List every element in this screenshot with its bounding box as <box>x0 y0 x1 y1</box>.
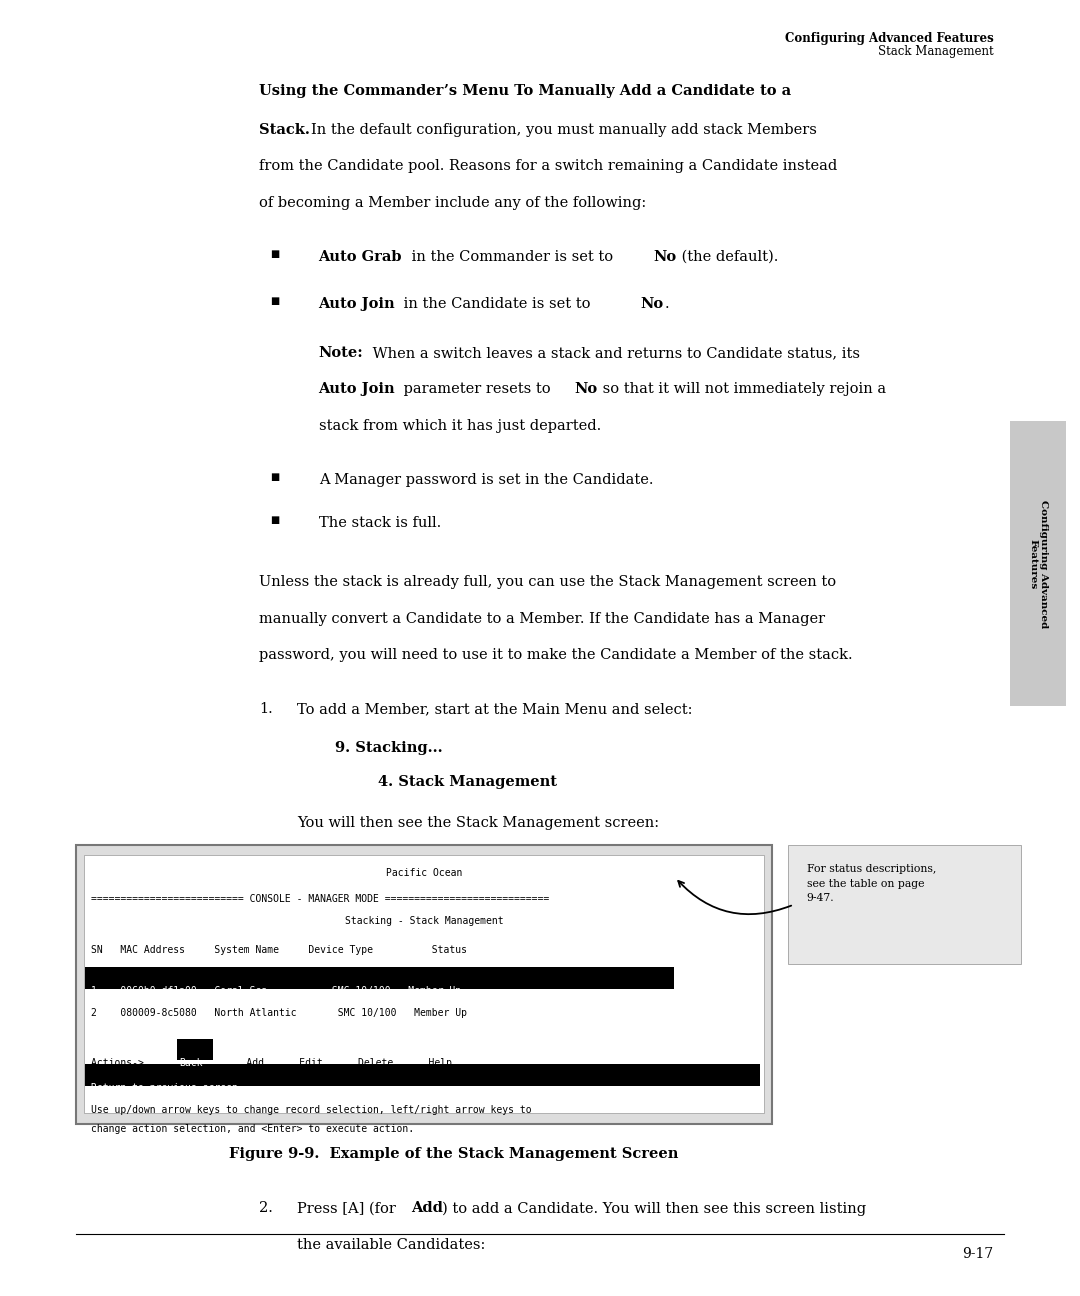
Text: 2.: 2. <box>259 1201 273 1216</box>
Text: Note:: Note: <box>319 346 363 360</box>
Text: ) to add a Candidate. You will then see this screen listing: ) to add a Candidate. You will then see … <box>442 1201 866 1216</box>
Text: Auto Join: Auto Join <box>319 297 395 311</box>
Text: SN   MAC Address     System Name     Device Type          Status: SN MAC Address System Name Device Type S… <box>91 945 467 955</box>
Text: Return to previous screen.: Return to previous screen. <box>91 1083 243 1094</box>
Text: change action selection, and <Enter> to execute action.: change action selection, and <Enter> to … <box>91 1124 414 1134</box>
Text: Use up/down arrow keys to change record selection, left/right arrow keys to: Use up/down arrow keys to change record … <box>91 1105 531 1116</box>
Text: so that it will not immediately rejoin a: so that it will not immediately rejoin a <box>598 382 887 397</box>
Text: Add      Edit      Delete      Help: Add Edit Delete Help <box>217 1058 453 1068</box>
Text: Stack.: Stack. <box>259 123 310 137</box>
Text: parameter resets to: parameter resets to <box>399 382 555 397</box>
Text: 1    0060b0-df1a00   Coral Sea           SMC 10/100   Member Up: 1 0060b0-df1a00 Coral Sea SMC 10/100 Mem… <box>91 986 461 997</box>
Text: ■: ■ <box>270 297 280 306</box>
Text: manually convert a Candidate to a Member. If the Candidate has a Manager: manually convert a Candidate to a Member… <box>259 612 825 626</box>
FancyBboxPatch shape <box>84 855 764 1113</box>
Text: The stack is full.: The stack is full. <box>319 516 441 530</box>
Text: No: No <box>640 297 663 311</box>
Text: Pacific Ocean: Pacific Ocean <box>386 868 462 879</box>
Text: in the Commander is set to: in the Commander is set to <box>407 250 618 264</box>
Text: 9-17: 9-17 <box>962 1247 994 1261</box>
Text: Configuring Advanced
Features: Configuring Advanced Features <box>1028 500 1048 627</box>
Text: Stack Management: Stack Management <box>878 45 994 58</box>
Text: When a switch leaves a stack and returns to Candidate status, its: When a switch leaves a stack and returns… <box>368 346 861 360</box>
Text: Actions->: Actions-> <box>91 1058 161 1068</box>
FancyBboxPatch shape <box>76 845 772 1124</box>
Text: ========================== CONSOLE - MANAGER MODE ============================: ========================== CONSOLE - MAN… <box>91 894 549 905</box>
Text: Auto Grab: Auto Grab <box>319 250 402 264</box>
Text: password, you will need to use it to make the Candidate a Member of the stack.: password, you will need to use it to mak… <box>259 648 853 662</box>
Text: Auto Join: Auto Join <box>319 382 395 397</box>
Text: ■: ■ <box>270 473 280 482</box>
Text: 9. Stacking...: 9. Stacking... <box>335 741 443 756</box>
Text: 1.: 1. <box>259 702 273 717</box>
Text: of becoming a Member include any of the following:: of becoming a Member include any of the … <box>259 196 647 210</box>
Text: Using the Commander’s Menu To Manually Add a Candidate to a: Using the Commander’s Menu To Manually A… <box>259 84 792 98</box>
Text: You will then see the Stack Management screen:: You will then see the Stack Management s… <box>297 816 659 831</box>
Text: (the default).: (the default). <box>677 250 779 264</box>
Text: A Manager password is set in the Candidate.: A Manager password is set in the Candida… <box>319 473 653 487</box>
Text: Press [A] (for: Press [A] (for <box>297 1201 401 1216</box>
Text: from the Candidate pool. Reasons for a switch remaining a Candidate instead: from the Candidate pool. Reasons for a s… <box>259 159 837 174</box>
Text: in the Candidate is set to: in the Candidate is set to <box>399 297 595 311</box>
Text: 4. Stack Management: 4. Stack Management <box>378 775 557 789</box>
Text: 2    080009-8c5080   North Atlantic       SMC 10/100   Member Up: 2 080009-8c5080 North Atlantic SMC 10/10… <box>91 1008 467 1019</box>
Text: No: No <box>653 250 676 264</box>
Text: Add: Add <box>411 1201 444 1216</box>
Text: To add a Member, start at the Main Menu and select:: To add a Member, start at the Main Menu … <box>297 702 692 717</box>
Text: Stacking - Stack Management: Stacking - Stack Management <box>345 916 503 927</box>
FancyBboxPatch shape <box>85 967 674 989</box>
Text: For status descriptions,
see the table on page
9-47.: For status descriptions, see the table o… <box>807 864 936 903</box>
Text: .: . <box>664 297 669 311</box>
FancyBboxPatch shape <box>85 1064 760 1086</box>
Text: Figure 9-9.  Example of the Stack Management Screen: Figure 9-9. Example of the Stack Managem… <box>229 1147 678 1161</box>
Text: stack from which it has just departed.: stack from which it has just departed. <box>319 419 600 433</box>
Text: ■: ■ <box>270 250 280 259</box>
Text: In the default configuration, you must manually add stack Members: In the default configuration, you must m… <box>311 123 816 137</box>
Text: Back: Back <box>179 1058 203 1068</box>
Text: Unless the stack is already full, you can use the Stack Management screen to: Unless the stack is already full, you ca… <box>259 575 836 590</box>
FancyBboxPatch shape <box>1010 421 1066 706</box>
Text: No: No <box>575 382 597 397</box>
Text: Configuring Advanced Features: Configuring Advanced Features <box>785 32 994 45</box>
Text: --   -------------   ---------------   -----------   ------------------------: -- ------------- --------------- -------… <box>91 964 543 975</box>
Text: ■: ■ <box>270 516 280 525</box>
Text: the available Candidates:: the available Candidates: <box>297 1238 485 1252</box>
FancyBboxPatch shape <box>177 1039 213 1060</box>
FancyBboxPatch shape <box>788 845 1021 964</box>
